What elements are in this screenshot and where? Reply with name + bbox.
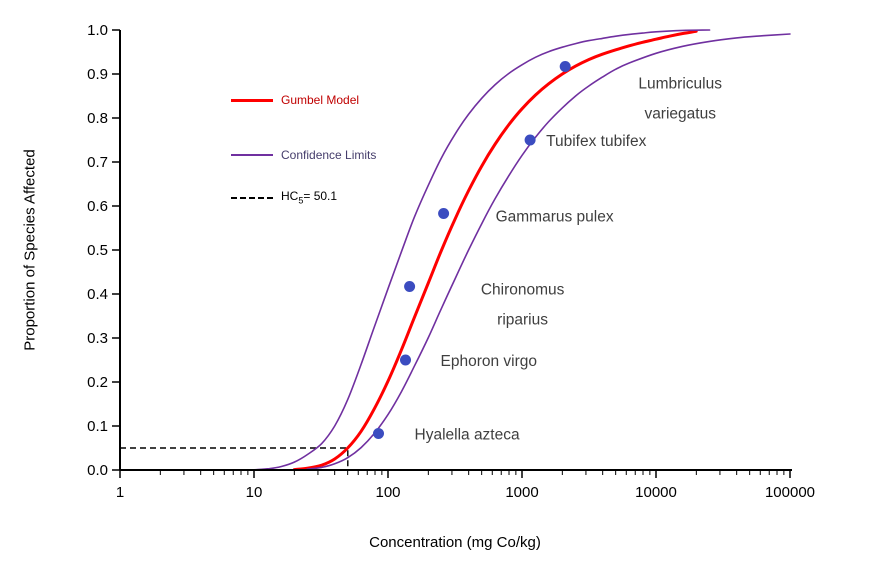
hc5-subscript: 5 — [298, 195, 304, 206]
x-tick-label: 10 — [246, 484, 263, 501]
y-tick-label: 0.8 — [87, 110, 108, 127]
species-label-chironomus-riparius: riparius — [497, 312, 548, 329]
hc5-prefix: HC — [281, 188, 299, 203]
species-label-hyalella-azteca: Hyalella azteca — [415, 427, 520, 444]
species-point-ephoron-virgo — [400, 354, 411, 366]
y-tick-label: 0.0 — [87, 462, 108, 479]
y-tick-label: 0.7 — [87, 154, 108, 171]
legend: Gumbel Model Confidence Limits HC5= 50.1 — [231, 93, 451, 213]
legend-item-confidence-limits: Confidence Limits — [231, 148, 376, 162]
legend-label-gumbel-model: Gumbel Model — [281, 93, 360, 107]
species-point-lumbriculus-variegatus — [559, 61, 571, 72]
species-point-chironomus-riparius — [404, 281, 416, 292]
species-labels: Hyalella azteca Ephoron virgo Chironomus ri… — [415, 76, 723, 444]
species-point-gammarus-pulex — [438, 208, 450, 219]
x-tick-label: 100000 — [765, 484, 815, 501]
x-axis-ticks: 1 10 100 1000 10000 100000 — [116, 470, 815, 501]
y-tick-label: 0.5 — [87, 242, 108, 259]
legend-item-hc5: HC5= 50.1 — [231, 189, 337, 207]
gumbel-model-curve — [292, 29, 698, 472]
x-axis-title: Concentration (mg Co/kg) — [369, 534, 541, 551]
y-tick-label: 0.2 — [87, 374, 108, 391]
y-tick-label: 0.6 — [87, 198, 108, 215]
axes — [119, 30, 792, 471]
hc5-dashed-line — [120, 447, 349, 470]
confidence-limits-line-swatch — [231, 154, 273, 156]
species-label-chironomus-riparius: Chironomus — [481, 282, 565, 299]
species-label-gammarus-pulex: Gammarus pulex — [496, 209, 614, 226]
gumbel-model-line-swatch — [231, 98, 273, 102]
species-label-lumbriculus-variegatus: Lumbriculus — [638, 76, 722, 93]
y-tick-label: 0.9 — [87, 66, 108, 83]
hc5-reference-lines — [120, 447, 349, 470]
legend-label-hc5: HC5= 50.1 — [281, 189, 337, 207]
species-points — [373, 61, 571, 439]
y-axis-title: Proportion of Species Affected — [21, 149, 39, 351]
y-tick-label: 0.4 — [87, 286, 108, 303]
x-tick-label: 10000 — [635, 484, 677, 501]
y-tick-label: 1.0 — [87, 22, 108, 39]
upper-confidence-limit-curve — [253, 29, 711, 471]
species-point-tubifex-tubifex — [524, 134, 536, 146]
species-point-hyalella-azteca — [373, 428, 384, 439]
x-tick-label: 100 — [375, 484, 400, 501]
hc5-dashed-line-swatch — [231, 197, 273, 199]
legend-item-gumbel-model: Gumbel Model — [231, 93, 359, 107]
hc5-value-text: = 50.1 — [303, 188, 338, 203]
x-tick-label: 1000 — [505, 484, 538, 501]
species-label-lumbriculus-variegatus: variegatus — [644, 106, 716, 123]
species-label-tubifex-tubifex: Tubifex tubifex — [546, 133, 646, 150]
legend-label-confidence-limits: Confidence Limits — [281, 148, 377, 162]
x-tick-label: 1 — [116, 484, 124, 501]
y-axis-ticks: 0.0 0.1 0.2 0.3 0.4 0.5 0.6 0.7 0.8 0.9 1.0 — [87, 22, 120, 479]
species-label-ephoron-virgo: Ephoron virgo — [441, 353, 538, 370]
y-tick-label: 0.3 — [87, 330, 108, 347]
y-tick-label: 0.1 — [87, 418, 108, 435]
